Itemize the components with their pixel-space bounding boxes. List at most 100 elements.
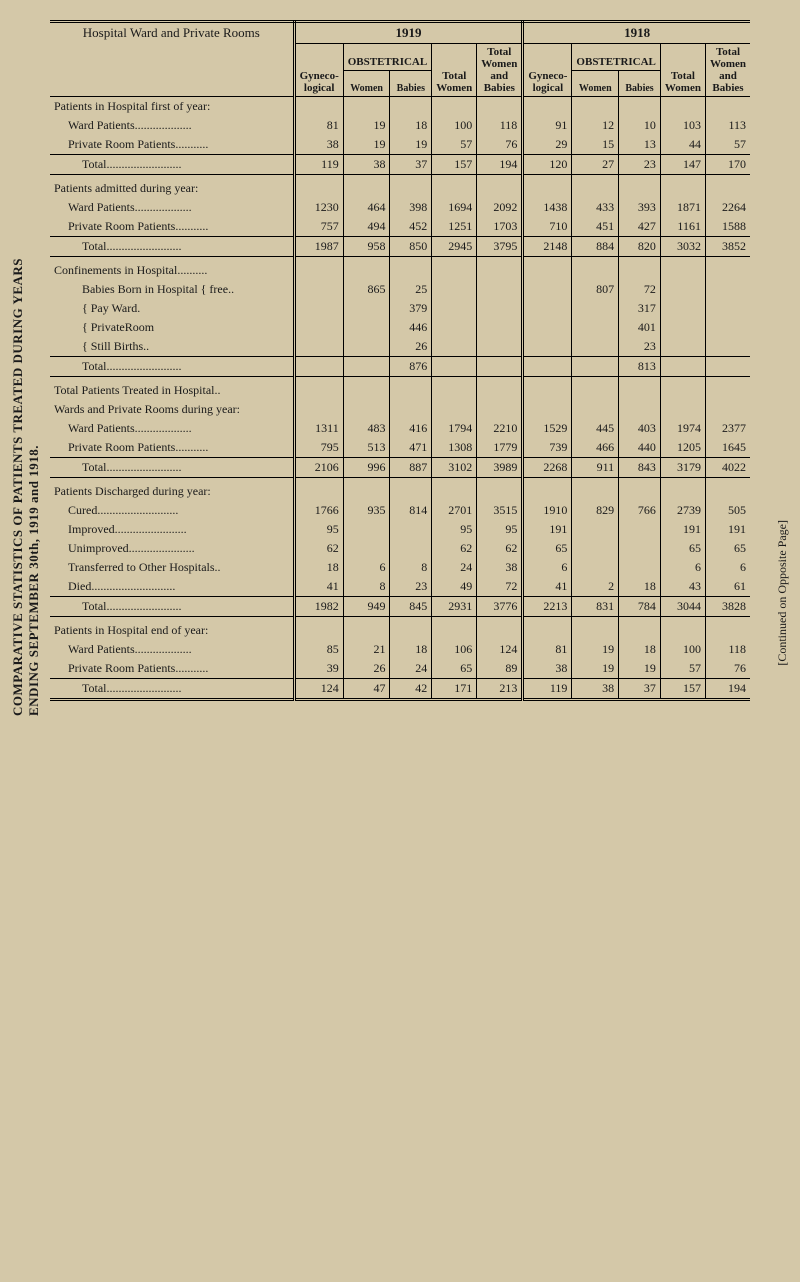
table-row: Total.........................1982949845… bbox=[50, 597, 750, 617]
row-label: Total......................... bbox=[50, 357, 294, 377]
table-cell: 38 bbox=[572, 679, 619, 700]
table-cell: 757 bbox=[294, 217, 343, 237]
table-cell bbox=[343, 318, 390, 337]
table-cell: 49 bbox=[432, 577, 477, 597]
table-cell: 19 bbox=[343, 135, 390, 155]
table-row: Total Patients Treated in Hospital.. bbox=[50, 377, 750, 401]
table-cell: 65 bbox=[660, 539, 705, 558]
table-cell: 464 bbox=[343, 198, 390, 217]
table-cell bbox=[572, 299, 619, 318]
table-cell bbox=[390, 97, 432, 117]
table-cell: 62 bbox=[294, 539, 343, 558]
table-row: { PrivateRoom446401 bbox=[50, 318, 750, 337]
row-label: Wards and Private Rooms during year: bbox=[50, 400, 294, 419]
table-row: Patients Discharged during year: bbox=[50, 478, 750, 502]
table-cell bbox=[572, 558, 619, 577]
table-cell bbox=[705, 318, 750, 337]
table-row: Total.........................1987958850… bbox=[50, 237, 750, 257]
row-label: Private Room Patients........... bbox=[50, 659, 294, 679]
table-cell: 1703 bbox=[477, 217, 523, 237]
table-cell: 25 bbox=[390, 280, 432, 299]
table-cell bbox=[390, 617, 432, 641]
table-cell bbox=[477, 478, 523, 502]
table-cell bbox=[477, 280, 523, 299]
table-cell: 18 bbox=[390, 640, 432, 659]
table-cell: 95 bbox=[294, 520, 343, 539]
table-cell bbox=[572, 377, 619, 401]
table-cell bbox=[660, 337, 705, 357]
table-cell bbox=[705, 280, 750, 299]
table-cell: 935 bbox=[343, 501, 390, 520]
table-cell: 2092 bbox=[477, 198, 523, 217]
table-cell: 18 bbox=[294, 558, 343, 577]
table-cell: 118 bbox=[477, 116, 523, 135]
table-cell bbox=[477, 97, 523, 117]
table-cell bbox=[705, 175, 750, 199]
table-cell bbox=[705, 478, 750, 502]
table-cell: 466 bbox=[572, 438, 619, 458]
table-cell: 843 bbox=[619, 458, 661, 478]
continuation-footnote: [Continued on Opposite Page] bbox=[775, 520, 790, 666]
table-row: Total.........................876813 bbox=[50, 357, 750, 377]
table-cell bbox=[660, 175, 705, 199]
table-cell bbox=[343, 539, 390, 558]
table-row: Ward Patients...................13114834… bbox=[50, 419, 750, 438]
table-cell: 1766 bbox=[294, 501, 343, 520]
table-cell: 1694 bbox=[432, 198, 477, 217]
row-label: Total......................... bbox=[50, 679, 294, 700]
table-cell: 62 bbox=[432, 539, 477, 558]
table-cell bbox=[619, 558, 661, 577]
row-label: Private Room Patients........... bbox=[50, 135, 294, 155]
table-cell bbox=[432, 337, 477, 357]
col-total-wab-1919: Total Women and Babies bbox=[477, 44, 523, 97]
table-cell: 739 bbox=[523, 438, 572, 458]
table-cell: 85 bbox=[294, 640, 343, 659]
table-cell: 24 bbox=[390, 659, 432, 679]
table-cell: 813 bbox=[619, 357, 661, 377]
table-cell: 95 bbox=[432, 520, 477, 539]
table-cell bbox=[294, 97, 343, 117]
table-cell: 19 bbox=[343, 116, 390, 135]
table-cell: 81 bbox=[294, 116, 343, 135]
table-cell: 19 bbox=[572, 659, 619, 679]
row-label: Died............................ bbox=[50, 577, 294, 597]
table-cell: 15 bbox=[572, 135, 619, 155]
table-cell bbox=[572, 617, 619, 641]
table-row: Ward Patients...................81191810… bbox=[50, 116, 750, 135]
table-cell: 171 bbox=[432, 679, 477, 700]
table-cell: 865 bbox=[343, 280, 390, 299]
table-cell: 41 bbox=[294, 577, 343, 597]
table-cell: 29 bbox=[523, 135, 572, 155]
table-cell: 2213 bbox=[523, 597, 572, 617]
table-cell bbox=[294, 299, 343, 318]
table-cell: 1974 bbox=[660, 419, 705, 438]
table-cell bbox=[294, 280, 343, 299]
row-label: Ward Patients................... bbox=[50, 198, 294, 217]
table-cell: 100 bbox=[660, 640, 705, 659]
table-row: Wards and Private Rooms during year: bbox=[50, 400, 750, 419]
table-cell: 483 bbox=[343, 419, 390, 438]
table-row: Ward Patients...................85211810… bbox=[50, 640, 750, 659]
table-cell: 1161 bbox=[660, 217, 705, 237]
table-cell bbox=[572, 539, 619, 558]
table-cell: 8 bbox=[390, 558, 432, 577]
table-cell bbox=[294, 400, 343, 419]
table-cell: 494 bbox=[343, 217, 390, 237]
table-cell bbox=[705, 400, 750, 419]
table-row: Unimproved......................62626265… bbox=[50, 539, 750, 558]
table-cell: 147 bbox=[660, 155, 705, 175]
table-cell bbox=[660, 97, 705, 117]
table-cell bbox=[619, 97, 661, 117]
table-cell: 106 bbox=[432, 640, 477, 659]
table-cell: 213 bbox=[477, 679, 523, 700]
table-cell: 191 bbox=[705, 520, 750, 539]
table-cell: 113 bbox=[705, 116, 750, 135]
table-cell: 23 bbox=[619, 337, 661, 357]
table-row: Babies Born in Hospital { free..86525807… bbox=[50, 280, 750, 299]
table-cell bbox=[572, 97, 619, 117]
table-cell: 2701 bbox=[432, 501, 477, 520]
table-cell: 3828 bbox=[705, 597, 750, 617]
table-cell bbox=[572, 337, 619, 357]
table-cell: 10 bbox=[619, 116, 661, 135]
table-cell bbox=[432, 299, 477, 318]
